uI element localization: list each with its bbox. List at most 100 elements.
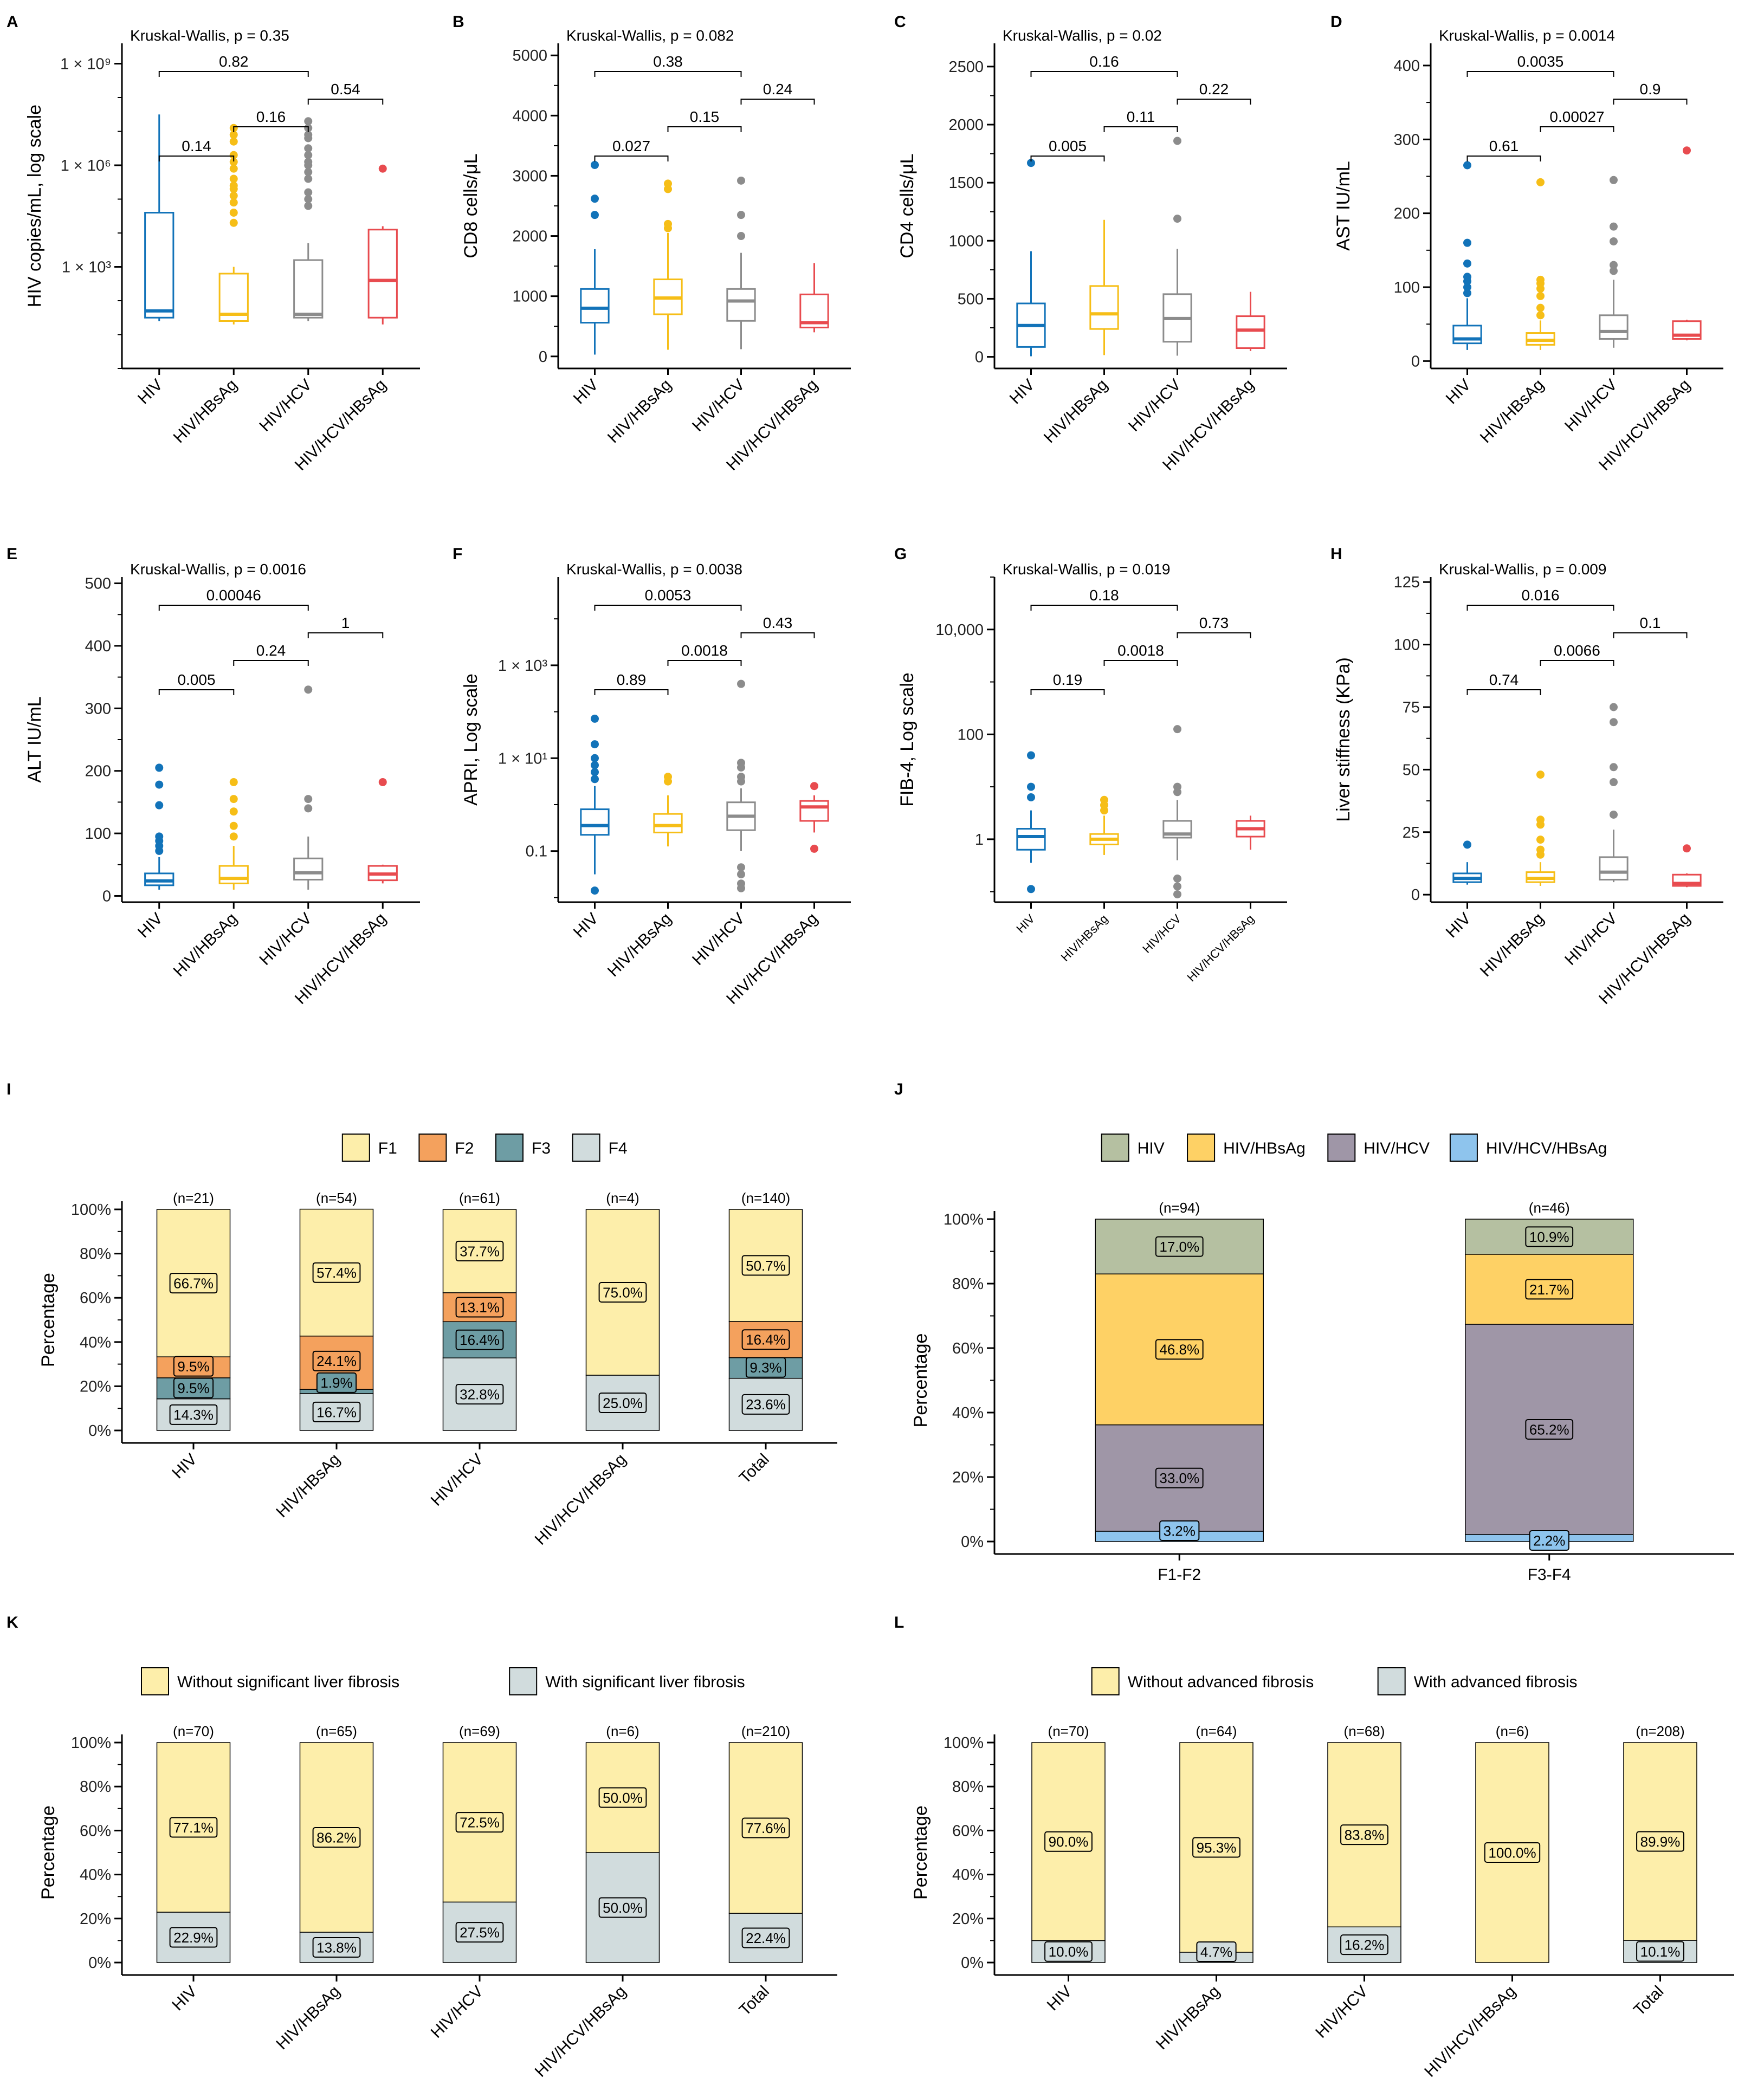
comparison-bracket: [1177, 632, 1251, 638]
segment-label-group: 21.7%: [1525, 1279, 1574, 1300]
segment-label: 32.8%: [460, 1386, 500, 1402]
y-tick-label: 100: [1394, 279, 1420, 296]
segment-label-box: [1525, 1279, 1574, 1300]
y-tick-label: 1500: [948, 174, 984, 192]
segment-label-box: [1529, 1530, 1569, 1551]
segment-label: 27.5%: [460, 1925, 500, 1941]
kruskal-wallis-label: Kruskal-Wallis, p = 0.019: [1003, 561, 1170, 578]
panel-letter-E: E: [7, 545, 17, 563]
y-tick-label: 300: [85, 700, 111, 717]
segment-label-group: 22.4%: [741, 1927, 790, 1948]
comparison-bracket: [1466, 156, 1541, 161]
x-tick-label: HIV: [1443, 910, 1475, 942]
outlier-point: [1463, 283, 1471, 292]
box-iqr: [1599, 856, 1629, 880]
segment-label-group: 65.2%: [1525, 1419, 1574, 1440]
y-tick-label: 40%: [80, 1867, 111, 1884]
segment-label-box: [598, 1897, 647, 1918]
box-HIV/HCV/HBsAg: [367, 164, 398, 325]
segment-label-group: 77.6%: [741, 1817, 790, 1838]
y-tick-label: 0: [539, 348, 547, 366]
outlier-point: [1610, 237, 1618, 245]
legend-label: F3: [532, 1139, 551, 1157]
segment-label-box: [455, 1384, 504, 1405]
outlier-point: [304, 151, 313, 159]
outlier-point: [591, 211, 599, 219]
panel-letter-H: H: [1330, 545, 1342, 563]
comparison-bracket: [1613, 99, 1688, 105]
bar-HIV-HCV-HBsAg: 25.0% 75.0% (n=4): [585, 1190, 660, 1431]
x-tick-label: HIV/HCV/HBsAg: [1185, 912, 1257, 985]
box-HIV: [1016, 159, 1046, 357]
outlier-point: [591, 160, 599, 169]
x-tick-label: HIV: [570, 910, 602, 942]
box-iqr: [580, 288, 610, 324]
outlier-point: [1536, 311, 1545, 320]
outlier-point: [591, 761, 599, 769]
x-tick-label: HIV: [134, 376, 166, 408]
segment-label-box: [1525, 1226, 1574, 1247]
comparison-bracket: [233, 660, 309, 666]
y-tick-label: 400: [85, 638, 111, 655]
legend-swatch: [495, 1134, 524, 1162]
box-HIV/HCV/HBsAg: [367, 778, 398, 884]
segment-label-group: 50.0%: [598, 1787, 647, 1808]
outlier-point: [1463, 161, 1471, 170]
box-iqr: [1599, 314, 1629, 340]
outlier-point: [1173, 725, 1181, 734]
outlier-point: [1536, 845, 1545, 854]
box-HIV/HCV/HBsAg: [1672, 146, 1702, 341]
p-value-label: 0.0066: [1554, 642, 1600, 659]
segment-label-box: [1044, 1831, 1093, 1852]
y-axis-title: HIV copies/mL, log scale: [24, 105, 45, 307]
outlier-point: [304, 117, 313, 126]
y-tick-label: 60%: [952, 1822, 984, 1840]
x-tick-label: Total: [1630, 1983, 1667, 2019]
panel-letter-A: A: [7, 13, 18, 31]
n-label: (n=94): [1159, 1200, 1200, 1216]
box-HIV/HCV: [1599, 703, 1629, 883]
p-value-label: 0.24: [763, 81, 793, 98]
outlier-point: [737, 759, 745, 767]
n-label: (n=6): [606, 1723, 639, 1739]
y-tick-label: 0.1: [526, 843, 547, 860]
y-tick-label: 200: [85, 763, 111, 780]
panel-letter-L: L: [894, 1614, 904, 1631]
segment-label-box: [741, 1329, 790, 1350]
kruskal-wallis-label: Kruskal-Wallis, p = 0.02: [1003, 27, 1162, 44]
outlier-point: [1610, 778, 1618, 786]
box-iqr: [1016, 828, 1046, 851]
n-label: (n=4): [606, 1190, 639, 1206]
outlier-point: [1173, 137, 1181, 145]
segment-label-box: [169, 1404, 218, 1425]
y-axis-title: Liver stiffness (KPa): [1333, 657, 1354, 822]
legend-label: With advanced fibrosis: [1414, 1673, 1578, 1691]
y-tick-label: 0%: [961, 1533, 984, 1551]
segment-label-group: 72.5%: [455, 1812, 504, 1833]
segment-label: 50.0%: [603, 1790, 643, 1806]
box-HIV/HCV/HBsAg: [799, 782, 829, 853]
segment-label: 24.1%: [316, 1353, 357, 1369]
outlier-point: [591, 768, 599, 776]
outlier-point: [1610, 718, 1618, 727]
outlier-point: [229, 131, 238, 139]
segment-label-box: [312, 1350, 361, 1371]
box-iqr: [726, 288, 756, 322]
outlier-point: [304, 158, 313, 166]
x-tick-label: F1-F2: [1158, 1566, 1201, 1584]
y-axis-title: Percentage: [910, 1805, 931, 1900]
outlier-point: [229, 209, 238, 217]
segment-label-group: 77.1%: [169, 1817, 218, 1838]
segment-label-box: [1636, 1831, 1684, 1852]
bar-Total: 23.6% 9.3% 16.4% 50.7% (n=140): [728, 1190, 803, 1431]
y-tick-label: 0: [1411, 353, 1420, 370]
segment-label-box: [173, 1356, 214, 1377]
y-tick-label: 20%: [80, 1911, 111, 1928]
bar-HIV-HCV: 32.8% 16.4% 13.1% 37.7% (n=61): [442, 1190, 517, 1431]
n-label: (n=46): [1529, 1200, 1570, 1216]
outlier-point: [1173, 782, 1181, 791]
x-tick-label: HIV/HCV: [1312, 1983, 1371, 2042]
y-tick-label: 0%: [88, 1422, 111, 1440]
legend-swatch: [1101, 1134, 1129, 1162]
segment-label-box: [455, 1922, 504, 1943]
